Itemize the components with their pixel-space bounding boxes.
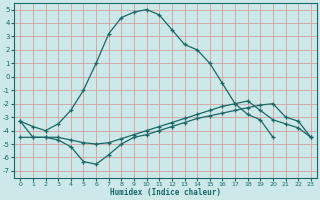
X-axis label: Humidex (Indice chaleur): Humidex (Indice chaleur): [110, 188, 221, 197]
